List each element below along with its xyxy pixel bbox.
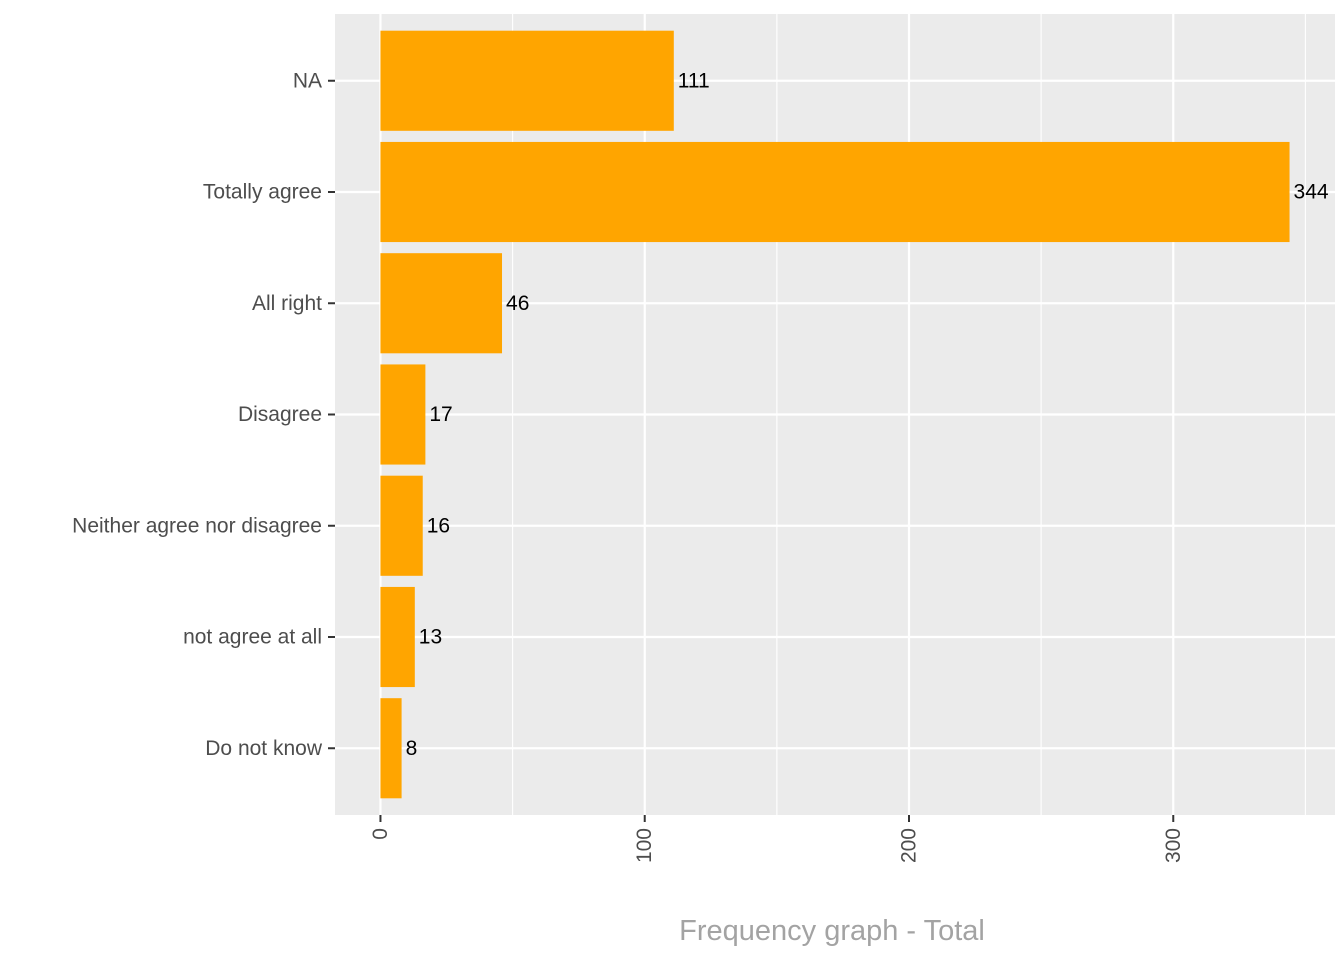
bar [380,475,423,576]
category-label: not agree at all [183,626,322,649]
bar [380,586,415,688]
category-label: Disagree [238,403,322,426]
category-label: All right [252,292,322,315]
category-label: Totally agree [203,181,322,204]
bars [380,30,1290,799]
bar [380,698,402,799]
category-label: NA [293,69,322,92]
value-label: 16 [427,514,450,537]
value-label: 13 [419,626,442,649]
value-label: 8 [406,737,418,760]
bar [380,364,426,465]
value-labels: 111 344 46 17 16 13 8 [406,69,1329,760]
bar [380,253,503,354]
bar [380,30,674,131]
x-tick-label: 100 [633,828,656,863]
bar [380,141,1290,243]
value-label: 111 [678,69,710,92]
value-label: 46 [506,292,529,315]
y-axis: NA Totally agree All right Disagree Neither … [72,69,335,760]
value-label: 344 [1294,181,1329,204]
value-label: 17 [429,403,452,426]
category-label: Do not know [205,737,323,760]
x-tick-label: 300 [1162,828,1185,863]
category-label: Neither agree nor disagree [72,514,322,537]
x-axis: 0 100 200 300 [369,815,1185,863]
x-axis-title: Frequency graph - Total [679,915,985,947]
x-tick-label: 200 [897,828,920,863]
x-tick-label: 0 [369,828,392,840]
